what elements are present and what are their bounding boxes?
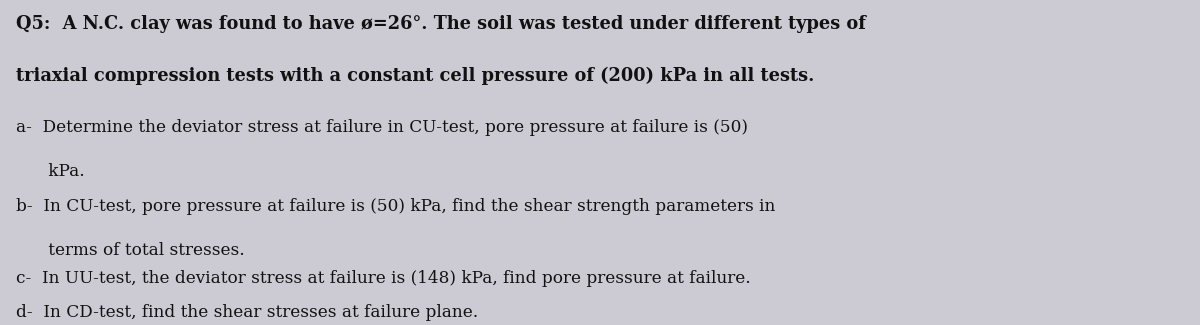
Text: triaxial compression tests with a constant cell pressure of (200) kPa in all tes: triaxial compression tests with a consta… bbox=[16, 67, 814, 85]
Text: a-  Determine the deviator stress at failure in CU-test, pore pressure at failur: a- Determine the deviator stress at fail… bbox=[16, 119, 748, 136]
Text: d-  In CD-test, find the shear stresses at failure plane.: d- In CD-test, find the shear stresses a… bbox=[16, 304, 478, 321]
Text: b-  In CU-test, pore pressure at failure is (50) kPa, find the shear strength pa: b- In CU-test, pore pressure at failure … bbox=[16, 198, 775, 215]
Text: Q5:  A N.C. clay was found to have ø=26°. The soil was tested under different ty: Q5: A N.C. clay was found to have ø=26°.… bbox=[16, 15, 865, 32]
Text: kPa.: kPa. bbox=[16, 162, 84, 179]
Text: c-  In UU-test, the deviator stress at failure is (148) kPa, find pore pressure : c- In UU-test, the deviator stress at fa… bbox=[16, 270, 750, 287]
Text: terms of total stresses.: terms of total stresses. bbox=[16, 242, 245, 259]
